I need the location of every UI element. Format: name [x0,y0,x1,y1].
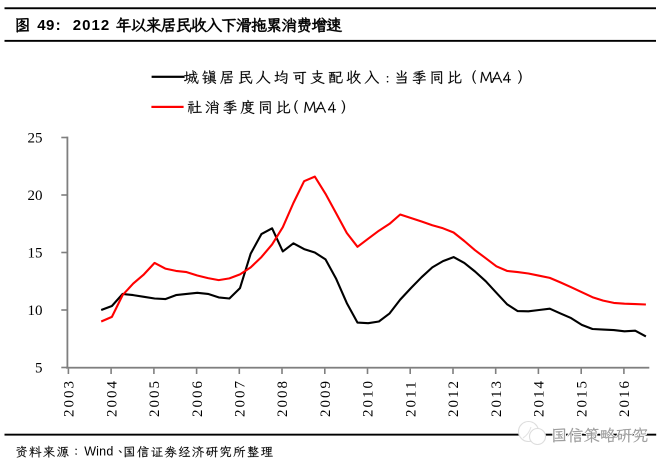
svg-text:2008: 2008 [275,379,291,417]
svg-text:2004: 2004 [104,379,120,417]
svg-text::: : [386,72,390,87]
svg-text:10: 10 [28,303,43,319]
svg-text:2012: 2012 [73,17,110,34]
svg-text:2016: 2016 [617,379,633,417]
svg-text:20: 20 [28,188,43,204]
svg-text:Wind: Wind [84,444,113,458]
svg-text:2010: 2010 [361,379,377,417]
svg-text:2015: 2015 [574,379,590,417]
svg-text:2007: 2007 [233,379,249,417]
svg-text:49: 49 [37,17,55,34]
svg-text:2003: 2003 [62,379,78,417]
svg-text:25: 25 [28,131,43,147]
svg-text:2006: 2006 [190,379,206,417]
svg-text::: : [56,17,61,34]
svg-text:2013: 2013 [489,379,505,417]
svg-text:2009: 2009 [318,379,334,417]
svg-text:2012: 2012 [446,379,462,417]
svg-text:2014: 2014 [532,379,548,417]
svg-text:2011: 2011 [403,380,419,417]
svg-text:15: 15 [28,246,43,262]
svg-text:2005: 2005 [147,379,163,417]
svg-text:5: 5 [35,361,43,377]
